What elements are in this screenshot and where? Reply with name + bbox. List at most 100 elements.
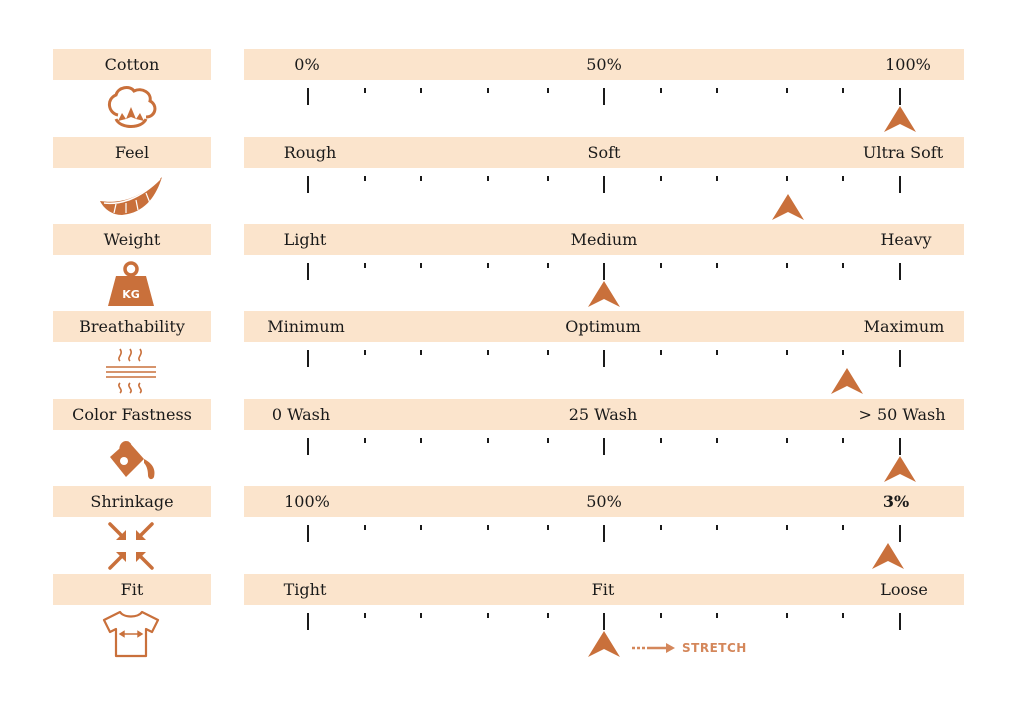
breathable-fabric-icon: [96, 347, 166, 395]
row-weight: Weight Light Medium Heavy KG: [0, 224, 1024, 311]
minor-tick: [716, 613, 718, 618]
major-tick: [899, 88, 901, 105]
minor-tick: [487, 438, 489, 443]
minor-tick: [487, 176, 489, 181]
minor-tick: [786, 613, 788, 618]
minor-tick: [660, 613, 662, 618]
major-tick: [603, 176, 605, 193]
scale-left-label: Minimum: [267, 317, 345, 336]
level-pointer: [871, 542, 905, 570]
scale-bar: Rough Soft Ultra Soft: [244, 137, 964, 168]
minor-tick: [842, 263, 844, 268]
minor-tick: [716, 88, 718, 93]
minor-tick: [716, 350, 718, 355]
scale-right-label: Loose: [880, 580, 928, 599]
arrow-up-icon: [771, 194, 804, 220]
row-cotton: Cotton 0% 50% 100%: [0, 49, 1024, 136]
scale-left-label: Light: [283, 230, 327, 249]
tshirt-icon: [96, 610, 166, 658]
minor-tick: [420, 350, 422, 355]
tick-scale: [0, 85, 1024, 105]
stretch-label: STRETCH: [682, 641, 747, 655]
level-pointer: [587, 630, 621, 658]
arrow-up-icon: [884, 456, 916, 482]
scale-mid-label: Medium: [570, 230, 638, 249]
major-tick: [603, 525, 605, 542]
major-tick: [307, 350, 309, 367]
major-tick: [899, 613, 901, 630]
minor-tick: [842, 613, 844, 618]
major-tick: [307, 263, 309, 280]
attribute-label: Fit: [53, 574, 211, 605]
scale-bar: Tight Fit Loose: [244, 574, 964, 605]
tick-scale: [0, 522, 1024, 542]
major-tick: [899, 350, 901, 367]
scale-right-label: Maximum: [863, 317, 945, 336]
minor-tick: [364, 613, 366, 618]
scale-mid-label: Optimum: [565, 317, 641, 336]
minor-tick: [716, 176, 718, 181]
major-tick: [603, 438, 605, 455]
arrow-up-icon: [872, 543, 905, 569]
major-tick: [603, 263, 605, 280]
minor-tick: [660, 438, 662, 443]
cotton-boll-icon: [96, 85, 166, 133]
minor-tick: [547, 88, 549, 93]
scale-bar: 0% 50% 100%: [244, 49, 964, 80]
tick-scale: [0, 610, 1024, 630]
scale-bar: Light Medium Heavy: [244, 224, 964, 255]
attribute-label: Cotton: [53, 49, 211, 80]
major-tick: [307, 525, 309, 542]
major-tick: [307, 176, 309, 193]
scale-left-label: 100%: [284, 492, 330, 511]
level-pointer: [883, 105, 917, 133]
major-tick: [899, 525, 901, 542]
minor-tick: [842, 525, 844, 530]
scale-left-label: Rough: [283, 143, 337, 162]
level-pointer: [883, 455, 917, 483]
minor-tick: [842, 350, 844, 355]
minor-tick: [660, 88, 662, 93]
scale-bar: 0 Wash 25 Wash > 50 Wash: [244, 399, 964, 430]
major-tick: [307, 438, 309, 455]
minor-tick: [716, 263, 718, 268]
major-tick: [603, 613, 605, 630]
major-tick: [899, 438, 901, 455]
minor-tick: [716, 525, 718, 530]
major-tick: [307, 88, 309, 105]
minor-tick: [786, 350, 788, 355]
minor-tick: [786, 438, 788, 443]
minor-tick: [420, 263, 422, 268]
minor-tick: [364, 88, 366, 93]
scale-bar: Minimum Optimum Maximum: [244, 311, 964, 342]
tick-scale: [0, 173, 1024, 193]
minor-tick: [487, 613, 489, 618]
minor-tick: [786, 525, 788, 530]
minor-tick: [420, 438, 422, 443]
feather-icon: [96, 173, 166, 221]
minor-tick: [547, 613, 549, 618]
minor-tick: [660, 525, 662, 530]
scale-right-label: > 50 Wash: [858, 405, 946, 424]
shrink-arrows-icon: [96, 522, 166, 570]
scale-mid-label: Fit: [591, 580, 615, 599]
minor-tick: [842, 438, 844, 443]
minor-tick: [487, 350, 489, 355]
svg-text:KG: KG: [122, 288, 140, 301]
scale-right-label: 100%: [885, 55, 931, 74]
scale-mid-label: 25 Wash: [568, 405, 638, 424]
tick-scale: [0, 435, 1024, 455]
scale-mid-label: 50%: [586, 492, 622, 511]
scale-bar: 100% 50% 3%: [244, 486, 964, 517]
minor-tick: [547, 350, 549, 355]
level-pointer: [771, 193, 805, 221]
minor-tick: [660, 176, 662, 181]
minor-tick: [420, 176, 422, 181]
minor-tick: [842, 176, 844, 181]
scale-right-label: Heavy: [880, 230, 932, 249]
minor-tick: [420, 88, 422, 93]
minor-tick: [716, 438, 718, 443]
minor-tick: [364, 525, 366, 530]
minor-tick: [420, 525, 422, 530]
scale-right-label: 3%: [882, 492, 910, 511]
